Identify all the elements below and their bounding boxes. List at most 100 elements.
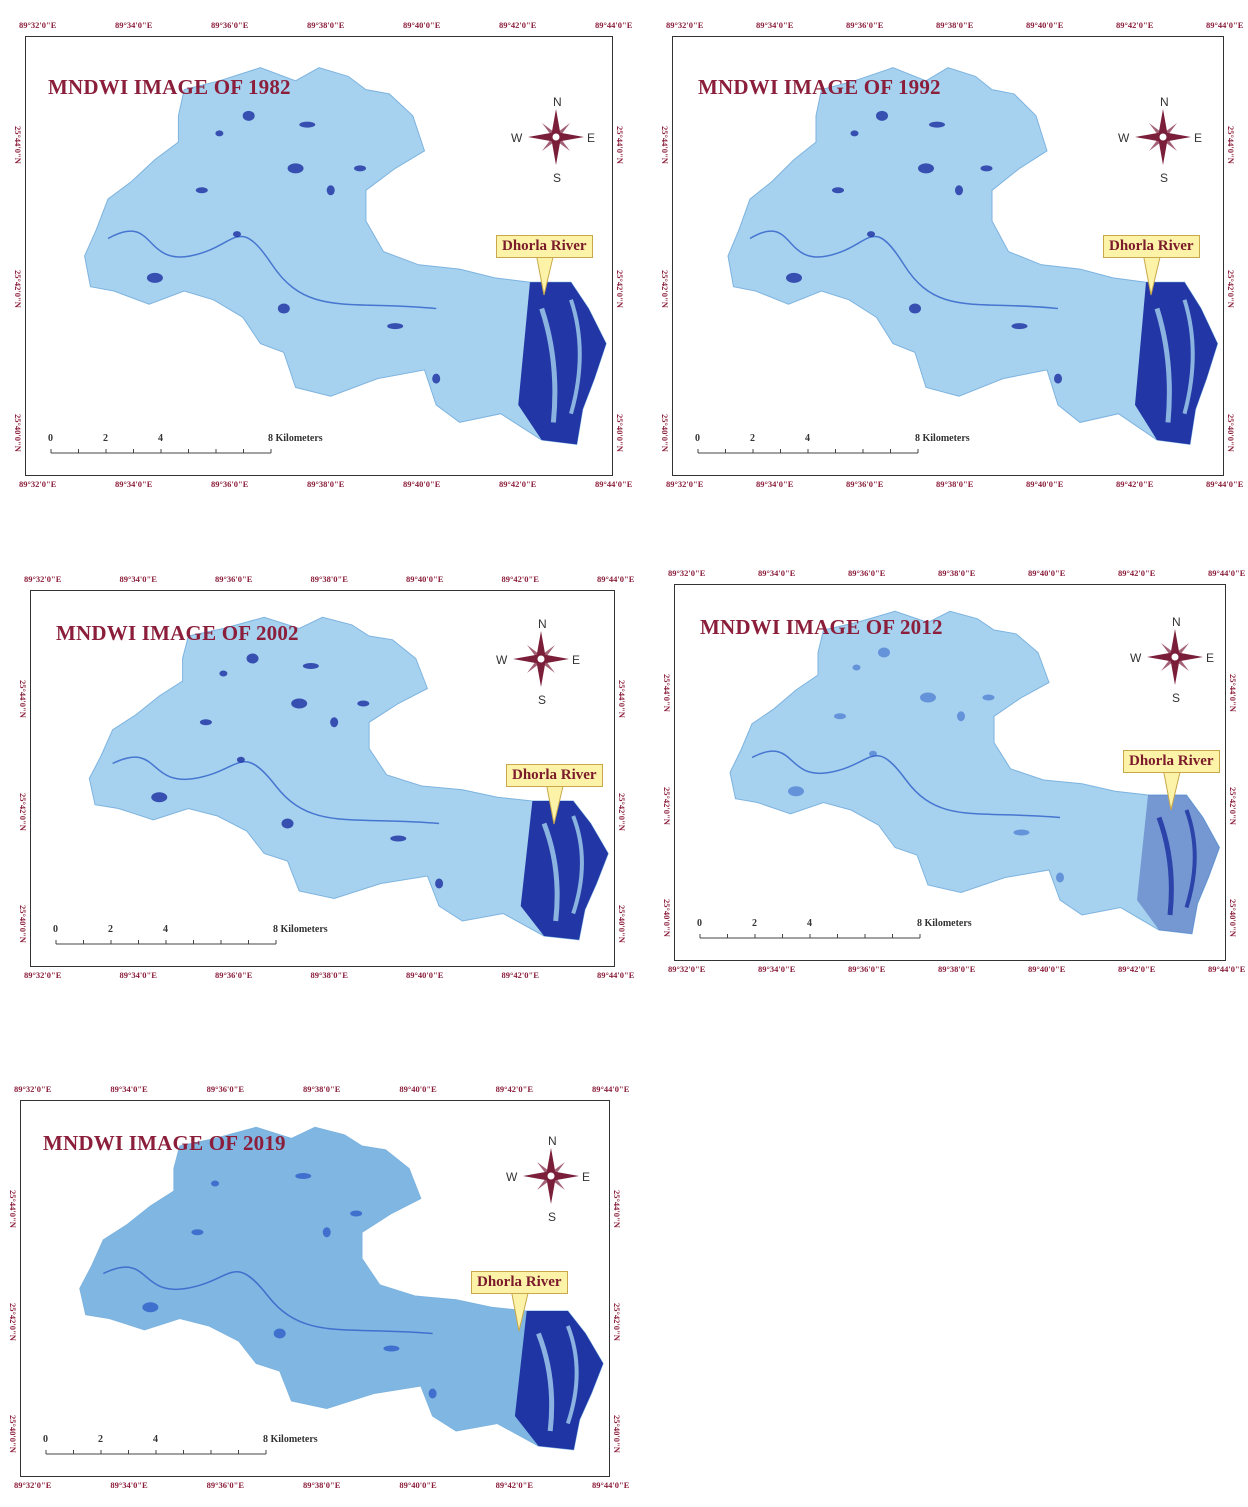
compass-n-label: N bbox=[1160, 95, 1169, 109]
compass-s-label: S bbox=[548, 1210, 557, 1224]
pond bbox=[142, 1302, 159, 1313]
top-longitude-tick: 89°44'0"E bbox=[597, 574, 635, 584]
compass-e-label: E bbox=[582, 1170, 591, 1184]
pond bbox=[232, 231, 241, 238]
right-latitude-tick: 25°40'0"N bbox=[1226, 414, 1236, 452]
right-latitude-tick: 25°42'0"N bbox=[617, 792, 627, 831]
river-bar bbox=[539, 307, 558, 423]
pond bbox=[786, 272, 802, 283]
pond bbox=[1054, 373, 1062, 384]
right-latitude-tick: 25°40'0"N bbox=[615, 414, 625, 452]
scale-label: 2 bbox=[750, 433, 755, 444]
scale-label: 4 bbox=[158, 433, 163, 444]
bottom-longitude-tick: 89°36'0"E bbox=[215, 970, 253, 980]
scale-label: 4 bbox=[807, 918, 812, 929]
bottom-longitude-tick: 89°32'0"E bbox=[666, 479, 704, 489]
bottom-longitude-tick: 89°36'0"E bbox=[206, 1480, 245, 1490]
right-latitude-tick: 25°40'0"N bbox=[612, 1415, 622, 1453]
left-latitude-tick: 25°40'0"N bbox=[660, 414, 670, 452]
map-frame: N S W E MNDWI IMAGE OF 2012 Dhorla River 0 2 4 8 … bbox=[674, 584, 1226, 961]
bottom-longitude-tick: 89°34'0"E bbox=[115, 479, 153, 489]
right-latitude-tick: 25°40'0"N bbox=[1228, 899, 1238, 937]
pond bbox=[219, 670, 228, 677]
district-map bbox=[50, 67, 607, 454]
compass-s-label: S bbox=[1172, 691, 1181, 705]
compass-w-label: W bbox=[496, 653, 508, 667]
bottom-longitude-tick: 89°40'0"E bbox=[406, 970, 444, 980]
scale-label: 0 bbox=[48, 433, 53, 444]
bottom-longitude-tick: 89°34'0"E bbox=[110, 1480, 148, 1490]
pond bbox=[295, 1173, 312, 1179]
bottom-longitude-tick: 89°32'0"E bbox=[14, 1480, 52, 1490]
scale-end-label: 8 Kilometers bbox=[263, 1434, 318, 1445]
bottom-longitude-tick: 89°36'0"E bbox=[848, 964, 886, 974]
scale-label: 0 bbox=[697, 918, 702, 929]
scale-label: 4 bbox=[805, 433, 810, 444]
compass-e-label: E bbox=[587, 131, 596, 145]
scale-label: 2 bbox=[103, 433, 108, 444]
bottom-longitude-tick: 89°44'0"E bbox=[592, 1480, 630, 1490]
map-panel-5: N S W E MNDWI IMAGE OF 2019 Dhorla River 0 2 4 8 … bbox=[8, 1078, 629, 1498]
pond bbox=[246, 653, 259, 664]
left-latitude-tick: 25°40'0"N bbox=[8, 1415, 18, 1453]
right-latitude-tick: 25°42'0"N bbox=[1228, 786, 1238, 825]
map-title: MNDWI IMAGE OF 1992 bbox=[698, 75, 941, 99]
scale-bar bbox=[45, 1450, 267, 1455]
top-longitude-tick: 89°32'0"E bbox=[668, 568, 706, 578]
pond bbox=[199, 719, 212, 726]
pond bbox=[852, 664, 861, 671]
bottom-longitude-tick: 89°34'0"E bbox=[758, 964, 796, 974]
top-longitude-tick: 89°42'0"E bbox=[1118, 568, 1156, 578]
pond bbox=[291, 698, 308, 709]
pond bbox=[151, 792, 168, 803]
top-longitude-tick: 89°34'0"E bbox=[119, 574, 157, 584]
top-longitude-tick: 89°34'0"E bbox=[756, 20, 794, 30]
pond bbox=[834, 713, 846, 720]
pond bbox=[980, 165, 993, 172]
pond bbox=[383, 1345, 400, 1352]
pond bbox=[236, 756, 245, 763]
pond bbox=[909, 303, 921, 314]
pond bbox=[387, 323, 404, 330]
pond bbox=[191, 1229, 204, 1236]
dhorla-river-callout: Dhorla River bbox=[1123, 750, 1220, 773]
district-map bbox=[699, 610, 1221, 939]
pond bbox=[1011, 323, 1028, 330]
bottom-longitude-tick: 89°38'0"E bbox=[307, 479, 345, 489]
map-title: MNDWI IMAGE OF 1982 bbox=[48, 75, 291, 99]
district-map bbox=[55, 616, 609, 945]
bottom-longitude-tick: 89°40'0"E bbox=[1028, 964, 1066, 974]
left-latitude-tick: 25°40'0"N bbox=[662, 899, 672, 937]
right-latitude-tick: 25°44'0"N bbox=[1228, 674, 1238, 712]
top-longitude-tick: 89°44'0"E bbox=[1208, 568, 1246, 578]
river-bar bbox=[565, 1325, 579, 1425]
river-bar bbox=[1182, 299, 1195, 415]
scale-label: 4 bbox=[163, 924, 168, 935]
river-bar bbox=[1184, 809, 1197, 909]
top-longitude-tick: 89°38'0"E bbox=[303, 1084, 341, 1094]
pond bbox=[788, 786, 804, 797]
bottom-longitude-tick: 89°32'0"E bbox=[24, 970, 62, 980]
bottom-longitude-tick: 89°44'0"E bbox=[597, 970, 635, 980]
district-map bbox=[45, 1126, 604, 1455]
compass-e-label: E bbox=[1194, 131, 1203, 145]
pond bbox=[432, 373, 441, 384]
scale-bar bbox=[699, 934, 921, 939]
map-panel-2: N S W E MNDWI IMAGE OF 1992 Dhorla River 0 2 4 8 … bbox=[660, 12, 1243, 489]
top-longitude-tick: 89°36'0"E bbox=[846, 20, 884, 30]
bottom-longitude-tick: 89°34'0"E bbox=[756, 479, 794, 489]
district-land bbox=[729, 610, 1221, 935]
map-frame: N S W E MNDWI IMAGE OF 2002 Dhorla River 0 2 4 8 … bbox=[30, 590, 615, 967]
top-longitude-tick: 89°36'0"E bbox=[215, 574, 253, 584]
left-latitude-tick: 25°44'0"N bbox=[662, 674, 672, 712]
river-bar bbox=[536, 1332, 555, 1432]
bottom-longitude-tick: 89°42'0"E bbox=[1118, 964, 1156, 974]
pond bbox=[1056, 872, 1064, 883]
top-longitude-tick: 89°38'0"E bbox=[307, 20, 345, 30]
pond bbox=[322, 1227, 331, 1238]
bottom-longitude-tick: 89°36'0"E bbox=[846, 479, 884, 489]
pond bbox=[277, 303, 290, 314]
scale-label: 0 bbox=[53, 924, 58, 935]
right-latitude-tick: 25°44'0"N bbox=[612, 1190, 622, 1228]
district-land bbox=[84, 67, 607, 445]
